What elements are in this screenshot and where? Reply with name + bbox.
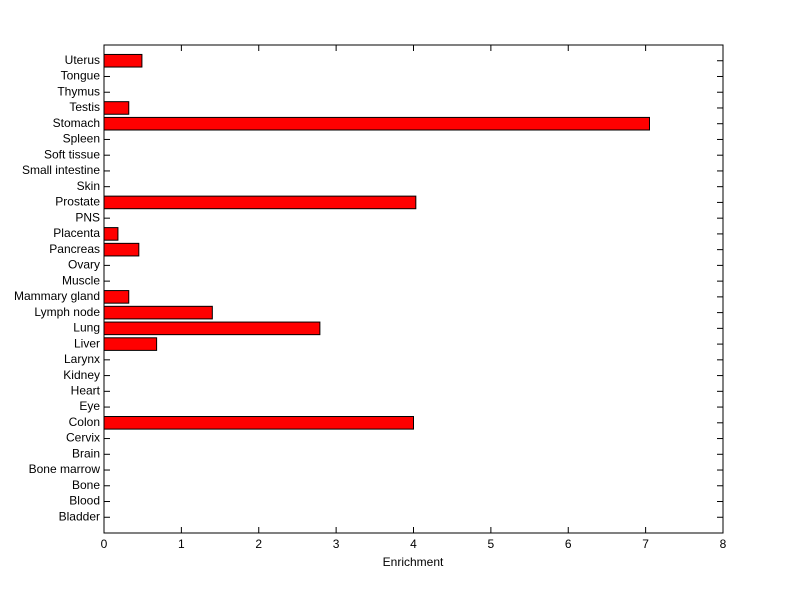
y-tick-label: Spleen xyxy=(63,132,100,146)
x-tick-label: 0 xyxy=(101,537,108,551)
y-tick-label: Eye xyxy=(79,399,100,413)
y-tick-label: Lymph node xyxy=(34,305,100,319)
y-tick-label: Skin xyxy=(77,179,100,193)
bar xyxy=(103,337,158,351)
bar xyxy=(103,195,417,210)
y-tick-label: Blood xyxy=(69,494,100,508)
x-tick-label: 1 xyxy=(178,537,185,551)
x-tick-label: 4 xyxy=(410,537,417,551)
bar xyxy=(103,321,321,336)
x-tick-label: 5 xyxy=(488,537,495,551)
y-tick-label: Larynx xyxy=(64,352,100,366)
x-tick-label: 3 xyxy=(333,537,340,551)
y-tick-label: Mammary gland xyxy=(14,289,100,303)
y-tick-label: Testis xyxy=(69,100,100,114)
y-tick-label: Pancreas xyxy=(49,242,100,256)
y-tick-label: Heart xyxy=(71,383,101,397)
bar xyxy=(103,101,130,115)
x-axis-label: Enrichment xyxy=(383,555,444,569)
bar xyxy=(103,290,130,304)
y-tick-label: Muscle xyxy=(62,273,100,287)
bar xyxy=(103,53,143,68)
y-tick-label: Small intestine xyxy=(22,163,100,177)
x-tick-label: 2 xyxy=(255,537,262,551)
y-tick-label: Colon xyxy=(69,415,100,429)
y-tick-label: Soft tissue xyxy=(44,147,100,161)
bar xyxy=(103,305,213,320)
y-tick-label: Bone xyxy=(72,478,100,492)
x-tick-label: 6 xyxy=(565,537,572,551)
y-tick-label: PNS xyxy=(75,210,100,224)
y-tick-label: Brain xyxy=(72,446,100,460)
bar xyxy=(103,416,414,430)
y-tick-label: Kidney xyxy=(63,368,100,382)
y-tick-label: Lung xyxy=(73,321,100,335)
y-tick-label: Bone marrow xyxy=(29,462,101,476)
bar xyxy=(103,242,140,257)
y-tick-label: Prostate xyxy=(55,195,100,209)
x-tick-label: 7 xyxy=(642,537,649,551)
y-tick-label: Thymus xyxy=(57,84,100,98)
y-tick-label: Tongue xyxy=(61,69,101,83)
bar xyxy=(103,227,119,241)
y-tick-label: Placenta xyxy=(53,226,100,240)
y-tick-label: Cervix xyxy=(66,431,100,445)
y-tick-label: Liver xyxy=(74,336,100,350)
y-tick-label: Bladder xyxy=(59,509,100,523)
y-tick-label: Uterus xyxy=(65,53,100,67)
bar xyxy=(103,116,650,131)
y-tick-label: Ovary xyxy=(68,258,100,272)
y-tick-label: Stomach xyxy=(53,116,100,130)
x-tick-label: 8 xyxy=(720,537,727,551)
